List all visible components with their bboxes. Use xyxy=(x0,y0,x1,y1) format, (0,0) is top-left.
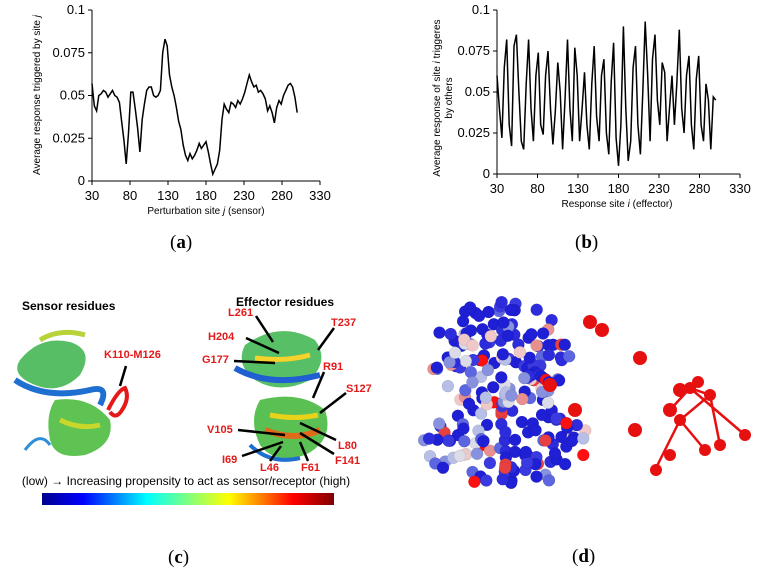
x-tick-label-a: 230 xyxy=(233,188,255,203)
red-bead xyxy=(664,449,676,461)
x-tick-label-a: 330 xyxy=(309,188,331,203)
red-bead xyxy=(714,439,726,451)
x-tick-label-a: 30 xyxy=(85,188,99,203)
y-tick-label-a: 0.075 xyxy=(52,45,85,60)
effector-protein-ribbon xyxy=(233,331,328,462)
x-tick-label-b: 130 xyxy=(567,181,589,196)
effector-pointers xyxy=(233,315,347,462)
panel-c: Sensor residues Effector residues K110-M… xyxy=(0,280,380,573)
red-bead xyxy=(699,444,711,456)
x-tick-label-b: 180 xyxy=(608,181,630,196)
red-bead xyxy=(704,389,716,401)
effector-label-r91: R91 xyxy=(323,361,343,373)
effector-label-v105: V105 xyxy=(207,424,233,436)
red-bead xyxy=(692,376,704,388)
x-tick-label-b: 230 xyxy=(648,181,670,196)
x-tick-label-a: 130 xyxy=(157,188,179,203)
bead-cluster xyxy=(417,295,687,490)
y-tick-label-a: 0.05 xyxy=(60,88,85,103)
series-line-a xyxy=(91,38,298,177)
bead-structure-render xyxy=(417,295,751,490)
red-bead xyxy=(674,414,686,426)
chart-a: Average response triggered by site j Per… xyxy=(32,2,331,217)
panel-label-a: (a) xyxy=(170,232,193,253)
red-bead xyxy=(650,464,662,476)
xlabel-a: Perturbation site j (sensor) xyxy=(147,206,264,217)
panel-d: (d) xyxy=(380,270,759,573)
ylabel-b-line2: by others xyxy=(444,77,455,118)
panel-label-c: (c) xyxy=(168,547,190,568)
panel-label-d: (d) xyxy=(572,546,596,567)
panel-b: Average response of site i triggeres by … xyxy=(395,0,759,253)
sensor-pointer xyxy=(118,365,128,387)
ylabel-a: Average response triggered by site j xyxy=(32,14,43,175)
y-tick-label-b: 0.025 xyxy=(457,125,490,140)
effector-label-f61: F61 xyxy=(301,462,320,474)
y-tick-label-b: 0.05 xyxy=(465,84,490,99)
protein-structures: Sensor residues Effector residues K110-M… xyxy=(13,295,372,505)
panel-a: Average response triggered by site j Per… xyxy=(0,0,360,253)
effector-label-i69: I69 xyxy=(222,454,237,466)
effector-title: Effector residues xyxy=(236,295,334,309)
effector-label-g177: G177 xyxy=(202,354,229,366)
red-bead xyxy=(739,429,751,441)
xlabel-b: Response site i (effector) xyxy=(562,199,673,210)
x-tick-label-a: 280 xyxy=(271,188,293,203)
chart-b: Average response of site i triggeres by … xyxy=(432,2,751,210)
ylabel-b: Average response of site i triggeres xyxy=(432,19,443,176)
sensor-label: K110-M126 xyxy=(104,349,161,361)
y-tick-label-b: 0.075 xyxy=(457,43,490,58)
x-tick-label-b: 280 xyxy=(689,181,711,196)
y-tick-label-b: 0.1 xyxy=(472,2,490,17)
y-tick-label-a: 0 xyxy=(78,173,85,188)
series-line-b xyxy=(496,21,717,166)
red-tail-segment xyxy=(653,386,746,471)
scale-caption: (low) → Increasing propensity to act as … xyxy=(22,474,350,488)
x-tick-label-a: 180 xyxy=(195,188,217,203)
x-tick-label-b: 30 xyxy=(490,181,504,196)
effector-label-t237: T237 xyxy=(331,317,356,329)
y-tick-label-a: 0.1 xyxy=(67,2,85,17)
sensor-title: Sensor residues xyxy=(22,299,116,313)
effector-label-f141: F141 xyxy=(335,455,360,467)
effector-label-l261: L261 xyxy=(228,307,253,319)
effector-label-h204: H204 xyxy=(208,331,235,343)
panel-label-b: (b) xyxy=(575,232,599,253)
y-tick-label-b: 0 xyxy=(483,166,490,181)
y-tick-label-a: 0.025 xyxy=(52,130,85,145)
sensor-protein-ribbon xyxy=(13,329,129,456)
x-tick-label-b: 330 xyxy=(729,181,751,196)
effector-label-l46: L46 xyxy=(260,462,279,474)
x-tick-label-a: 80 xyxy=(123,188,137,203)
x-tick-label-b: 80 xyxy=(530,181,544,196)
effector-label-s127: S127 xyxy=(346,383,372,395)
effector-label-l80: L80 xyxy=(338,440,357,452)
jet-color-scale xyxy=(42,493,334,505)
